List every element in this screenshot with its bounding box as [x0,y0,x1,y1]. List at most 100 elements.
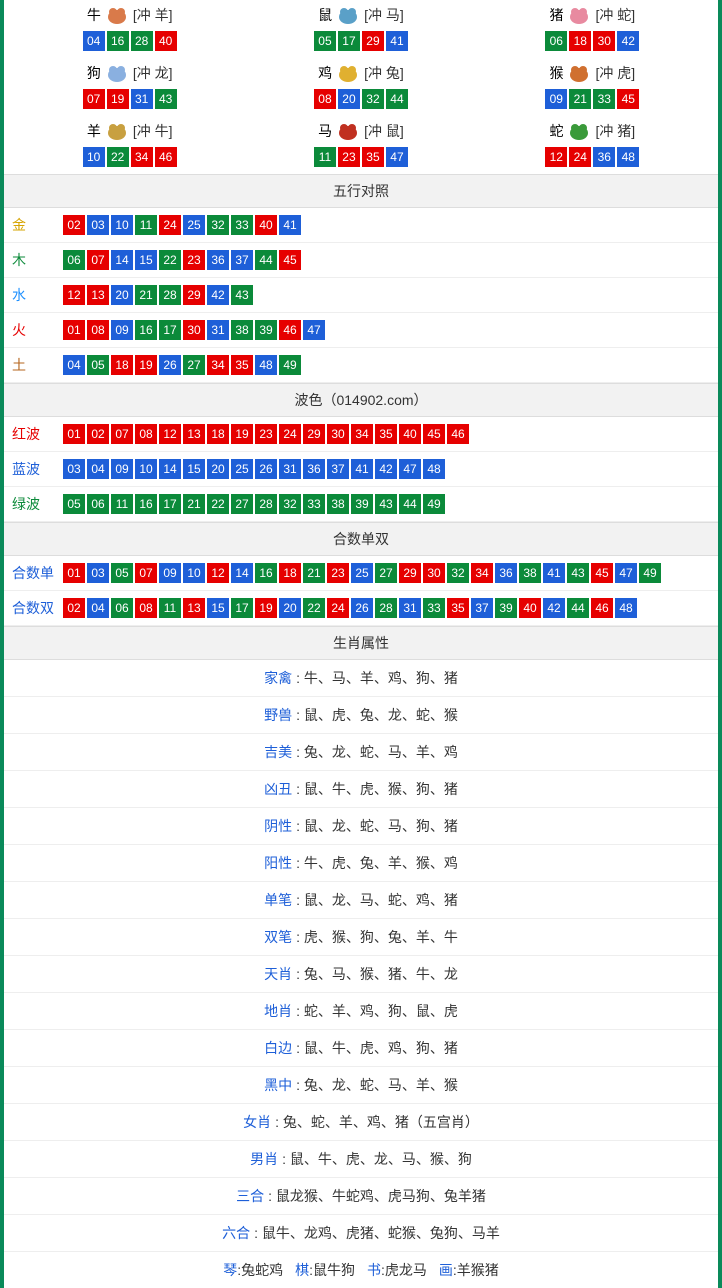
table-row: 金 02031011242532334041 [4,208,718,243]
zodiac-cn: 蛇 [549,121,563,141]
bose-header: 波色（014902.com） [4,383,718,417]
number-ball: 49 [639,563,661,583]
number-ball: 46 [447,424,469,444]
number-ball: 39 [495,598,517,618]
number-ball: 18 [569,31,591,51]
number-ball: 35 [375,424,397,444]
number-ball: 35 [362,147,384,167]
attr-key: 三合 [236,1188,264,1204]
number-ball: 18 [111,355,133,375]
row-balls: 0102070812131819232429303435404546 [62,423,710,445]
attr-row: 三合: 鼠龙猴、牛蛇鸡、虎马狗、兔羊猪 [4,1178,718,1215]
number-ball: 02 [63,598,85,618]
attr-sep: : [296,892,304,908]
four-item: 棋:鼠牛狗 [295,1260,355,1280]
number-ball: 21 [135,285,157,305]
zodiac-title: 羊 [冲 牛] [14,120,245,142]
zodiac-title: 牛 [冲 羊] [14,4,245,26]
attr-sep: : [296,781,304,797]
number-ball: 14 [231,563,253,583]
number-ball: 21 [569,89,591,109]
number-ball: 15 [135,250,157,270]
number-ball: 48 [255,355,277,375]
number-ball: 19 [107,89,129,109]
number-ball: 07 [83,89,105,109]
heshu-table: 合数单 010305070910121416182123252729303234… [4,556,718,626]
zodiac-title: 鼠 [冲 马] [245,4,476,26]
four-item: 书:虎龙马 [367,1260,427,1280]
number-ball: 03 [87,563,109,583]
attr-key: 天肖 [264,966,292,982]
zodiac-title: 猪 [冲 蛇] [477,4,708,26]
number-ball: 13 [87,285,109,305]
number-ball: 05 [314,31,336,51]
number-ball: 44 [386,89,408,109]
table-row: 合数双 020406081113151719202224262831333537… [4,591,718,626]
zodiac-clash: [冲 牛] [133,121,173,141]
number-ball: 14 [111,250,133,270]
attr-row: 黑中: 兔、龙、蛇、马、羊、猴 [4,1067,718,1104]
four-key: 琴 [223,1262,237,1278]
number-ball: 42 [617,31,639,51]
number-ball: 16 [255,563,277,583]
attr-val: 鼠、虎、兔、龙、蛇、猴 [304,707,458,723]
number-ball: 36 [495,563,517,583]
number-ball: 03 [87,215,109,235]
attr-list: 家禽: 牛、马、羊、鸡、狗、猪 野兽: 鼠、虎、兔、龙、蛇、猴 吉美: 兔、龙、… [4,660,718,1252]
row-label: 火 [12,320,62,340]
number-ball: 46 [279,320,301,340]
four-key: 棋 [295,1262,309,1278]
number-ball: 29 [399,563,421,583]
number-ball: 20 [111,285,133,305]
zodiac-balls: 09213345 [477,88,708,110]
bose-table: 红波 0102070812131819232429303435404546 蓝波… [4,417,718,522]
zodiac-balls: 07193143 [14,88,245,110]
number-ball: 10 [135,459,157,479]
number-ball: 05 [87,355,109,375]
number-ball: 12 [63,285,85,305]
zodiac-balls: 04162840 [14,30,245,52]
zodiac-cell: 鼠 [冲 马] 05172941 [245,0,476,58]
number-ball: 16 [107,31,129,51]
zodiac-cell: 猪 [冲 蛇] 06183042 [477,0,708,58]
table-row: 水 1213202128294243 [4,278,718,313]
number-ball: 16 [135,320,157,340]
number-ball: 05 [111,563,133,583]
zodiac-cell: 牛 [冲 羊] 04162840 [14,0,245,58]
number-ball: 48 [615,598,637,618]
number-ball: 43 [155,89,177,109]
table-row: 绿波 05061116172122272832333839434449 [4,487,718,522]
number-ball: 11 [111,494,133,514]
attr-key: 单笔 [264,892,292,908]
number-ball: 47 [303,320,325,340]
number-ball: 27 [375,563,397,583]
attr-sep: : [296,744,304,760]
number-ball: 30 [423,563,445,583]
row-label: 水 [12,285,62,305]
row-balls: 02031011242532334041 [62,214,710,236]
number-ball: 26 [351,598,373,618]
number-ball: 45 [591,563,613,583]
number-ball: 08 [135,598,157,618]
number-ball: 30 [183,320,205,340]
number-ball: 31 [207,320,229,340]
zodiac-grid: 牛 [冲 羊] 04162840 鼠 [冲 马] 05172941 猪 [4,0,718,174]
attr-sep: : [296,1040,304,1056]
zodiac-clash: [冲 鼠] [364,121,404,141]
number-ball: 06 [111,598,133,618]
number-ball: 08 [87,320,109,340]
four-item: 琴:兔蛇鸡 [223,1260,283,1280]
number-ball: 17 [159,494,181,514]
number-ball: 13 [183,424,205,444]
row-label: 红波 [12,424,62,444]
number-ball: 49 [279,355,301,375]
number-ball: 40 [255,215,277,235]
attr-key: 白边 [264,1040,292,1056]
number-ball: 09 [159,563,181,583]
number-ball: 46 [591,598,613,618]
attr-row: 六合: 鼠牛、龙鸡、虎猪、蛇猴、兔狗、马羊 [4,1215,718,1252]
attr-row: 地肖: 蛇、羊、鸡、狗、鼠、虎 [4,993,718,1030]
zodiac-clash: [冲 猪] [595,121,635,141]
number-ball: 42 [207,285,229,305]
number-ball: 11 [159,598,181,618]
